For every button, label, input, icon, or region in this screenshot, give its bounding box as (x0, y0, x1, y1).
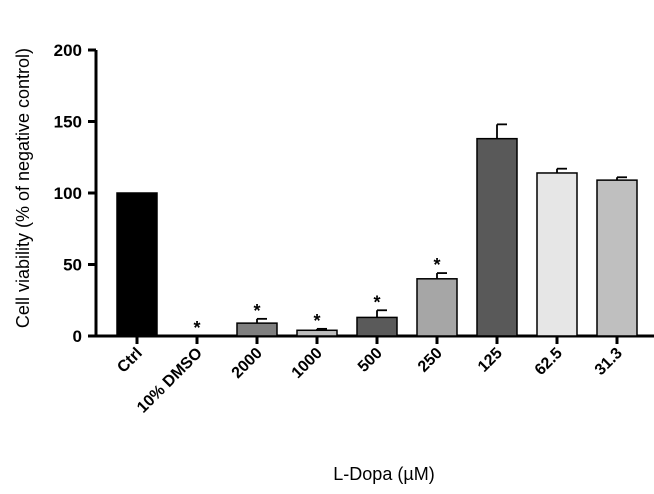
category-label-5: 250 (415, 345, 446, 376)
bar-4 (356, 316, 398, 337)
y-axis-title: Cell viability (% of negative control) (13, 48, 33, 328)
y-axis: 0 50 100 150 200 (54, 41, 98, 346)
x-axis (94, 334, 654, 344)
bar-0 (116, 192, 158, 337)
significance-star-2: * (253, 301, 260, 321)
significance-star-3: * (313, 311, 320, 331)
error-bars (256, 123, 627, 331)
significance-star-5: * (433, 255, 440, 275)
y-tick-label-50: 50 (63, 256, 82, 275)
bar-6 (476, 137, 518, 337)
category-label-4: 500 (355, 345, 386, 376)
category-label-0: Ctrl (114, 345, 146, 377)
category-label-3: 1000 (289, 345, 326, 382)
significance-markers: * * * * * (193, 255, 440, 338)
bar-7 (536, 172, 578, 337)
bar-3 (296, 329, 338, 337)
category-label-2: 2000 (229, 345, 266, 382)
y-tick-label-0: 0 (73, 327, 82, 346)
x-axis-title: L-Dopa (µM) (333, 464, 434, 484)
category-label-6: 125 (475, 345, 506, 376)
bar-8 (596, 179, 638, 337)
bar-2 (236, 322, 278, 337)
category-label-1: 10% DMSO (134, 345, 206, 417)
significance-star-4: * (373, 292, 380, 312)
category-label-8: 31.3 (592, 345, 626, 379)
significance-star-1: * (193, 318, 200, 338)
y-tick-label-200: 200 (54, 41, 82, 60)
y-tick-label-150: 150 (54, 113, 82, 132)
y-tick-label-100: 100 (54, 184, 82, 203)
bar-5 (416, 278, 458, 337)
category-label-7: 62.5 (532, 345, 566, 379)
